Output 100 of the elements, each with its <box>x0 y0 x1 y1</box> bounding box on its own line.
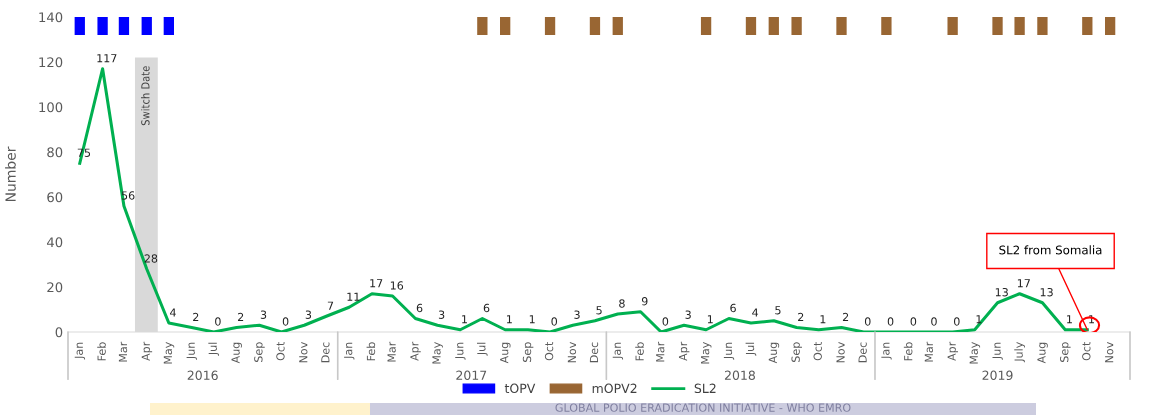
x2-tick-label: 2019 <box>982 370 1013 381</box>
data-label: 0 <box>864 317 871 326</box>
x-tick-label: Oct <box>276 341 285 361</box>
x-tick-label: Apr <box>410 341 421 361</box>
x-tick-label: Nov <box>299 342 308 363</box>
y-tick-label: 40 <box>46 237 63 248</box>
x2-tick-label: 2018 <box>724 370 755 381</box>
data-label: 8 <box>619 299 625 308</box>
data-label: 1 <box>507 315 512 324</box>
data-label: 1 <box>976 315 982 324</box>
data-label: 17 <box>1017 279 1030 288</box>
x-tick-label: Sep <box>254 342 265 362</box>
data-label: 13 <box>995 288 1008 297</box>
data-label: 2 <box>193 312 199 322</box>
x-tick-label: Apr <box>141 341 153 361</box>
x-tick-label: Jun <box>186 342 197 360</box>
x-tick-label: Oct <box>544 341 554 361</box>
x-tick-label: Mar <box>656 341 665 362</box>
data-label: 6 <box>416 303 423 313</box>
x-tick-label: Oct <box>813 341 822 361</box>
data-label: 1 <box>820 315 826 324</box>
x-tick-label: May <box>432 342 443 364</box>
data-label: 1 <box>1067 315 1072 324</box>
x-tick-label: Feb <box>635 342 644 361</box>
x-tick-label: May <box>163 342 175 364</box>
data-label: 2 <box>842 312 849 322</box>
x-tick-label: Sep <box>522 342 534 362</box>
data-label: 9 <box>641 297 648 306</box>
x-tick-label: Dec <box>858 342 867 363</box>
x-tick-label: Jan <box>612 342 624 360</box>
x-tick-label: Aug <box>1037 342 1048 364</box>
x-tick-label: July <box>1014 342 1025 363</box>
data-label: 1 <box>529 315 535 324</box>
x-tick-label: Jan <box>344 342 355 360</box>
annotation: SL2 from Somalia <box>999 245 1102 255</box>
data-label: 3 <box>305 310 312 319</box>
x-tick-label: Jan <box>74 342 86 360</box>
data-label: 3 <box>438 310 445 319</box>
data-label: 2 <box>237 312 244 322</box>
y-tick-label: 0 <box>55 327 63 338</box>
x-tick-label: Mar <box>387 341 396 362</box>
data-label: 0 <box>931 317 937 326</box>
data-label: 0 <box>551 317 558 326</box>
y-tick-label: 80 <box>47 147 63 158</box>
x-tick-label: Nov <box>836 342 845 363</box>
data-label: 1 <box>462 315 467 324</box>
y-axis-title: Number <box>5 146 16 202</box>
x-tick-label: Jul <box>208 342 220 356</box>
x-tick-label: Jun <box>455 342 466 360</box>
y-tick-label: 20 <box>47 282 63 293</box>
x-tick-label: Dec <box>589 342 599 363</box>
y-tick-label: 140 <box>39 12 63 23</box>
x-tick-label: Jul <box>745 342 757 356</box>
x-tick-label: May <box>701 342 712 364</box>
x-tick-label: May <box>969 342 981 364</box>
x-tick-label: Sep <box>1060 342 1071 362</box>
legend-label: SL2 <box>694 383 716 394</box>
x-tick-label: Dec <box>321 342 330 363</box>
data-label: 3 <box>574 310 580 319</box>
y-tick-label: 120 <box>39 57 63 68</box>
data-label: 0 <box>662 317 669 326</box>
x-tick-label: Mar <box>118 341 128 362</box>
data-label: 28 <box>144 254 158 263</box>
x-tick-label: Nov <box>567 342 577 363</box>
data-label: 4 <box>170 308 176 317</box>
data-label: 5 <box>775 306 781 315</box>
x-tick-label: Nov <box>1105 342 1114 363</box>
legend-label: tOPV <box>504 383 536 394</box>
data-label: 0 <box>215 317 221 326</box>
data-label: 17 <box>370 279 383 288</box>
data-label: 6 <box>483 303 490 313</box>
data-label: 11 <box>347 292 360 301</box>
x-tick-label: Apr <box>947 341 959 361</box>
text: GLOBAL POLIO ERADICATION INITIATIVE - WHO EMRO <box>555 403 851 412</box>
data-label: 6 <box>730 303 736 313</box>
x-tick-label: Jun <box>992 342 1003 360</box>
x-tick-label: Jul <box>476 342 488 356</box>
x-tick-label: Aug <box>500 342 511 364</box>
data-label: 0 <box>282 317 289 326</box>
data-label: 3 <box>260 310 267 319</box>
x-tick-label: Aug <box>768 342 780 364</box>
legend-label: mOPV2 <box>592 383 637 394</box>
x-tick-label: Feb <box>903 342 913 361</box>
x-tick-label: Feb <box>97 342 106 361</box>
x-tick-label: Jan <box>881 342 892 360</box>
y-tick-label: 60 <box>47 192 63 203</box>
x-tick-label: Apr <box>678 341 690 361</box>
data-label: 13 <box>1040 288 1053 297</box>
data-label: 0 <box>910 317 917 326</box>
data-label: 0 <box>954 317 960 326</box>
data-label: 1 <box>707 315 713 324</box>
data-label: 7 <box>327 301 334 310</box>
data-label: 117 <box>97 54 117 63</box>
x-tick-label: Oct <box>1082 341 1091 361</box>
data-label: 0 <box>887 317 894 326</box>
x-tick-label: Feb <box>366 342 376 361</box>
data-label: 5 <box>596 306 602 315</box>
x-tick-label: Sep <box>791 342 802 362</box>
x2-tick-label: 2016 <box>187 370 218 381</box>
x-tick-label: Jun <box>723 342 735 360</box>
